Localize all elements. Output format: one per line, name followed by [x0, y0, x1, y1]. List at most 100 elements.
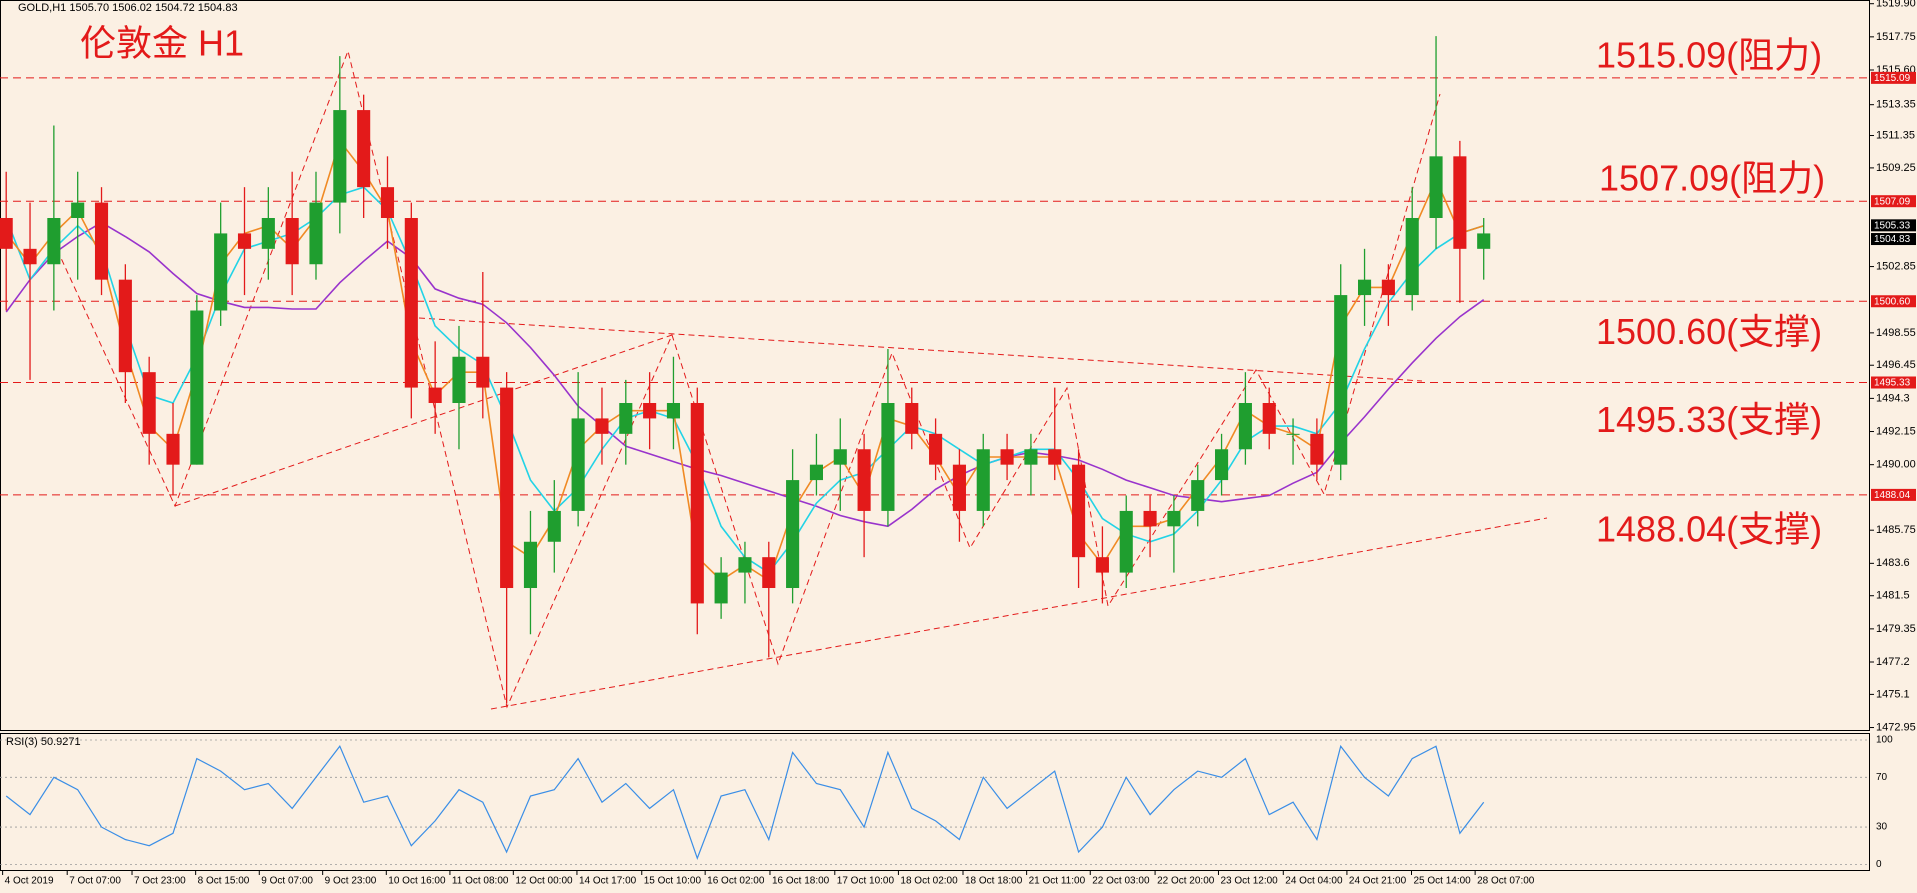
trendline: [174, 334, 673, 507]
level-annotation: 1488.04(支撑): [1596, 508, 1822, 549]
x-tick-label: 17 Oct 10:00: [837, 876, 895, 887]
level-tag: 1495.33: [1874, 378, 1911, 389]
candle-body: [47, 217, 61, 265]
x-tick-label: 16 Oct 18:00: [772, 876, 830, 887]
candle-body: [1000, 449, 1014, 465]
y-tick-label: 1492.15: [1876, 425, 1916, 437]
level-annotation: 1515.09(阻力): [1596, 34, 1822, 75]
candle-body: [1238, 403, 1252, 450]
x-tick-label: 14 Oct 17:00: [579, 876, 637, 887]
candle-body: [1191, 480, 1205, 511]
x-tick-label: 22 Oct 03:00: [1092, 876, 1150, 887]
y-tick-label: 1479.35: [1876, 623, 1916, 635]
candle-body: [309, 202, 323, 265]
x-tick-label: 9 Oct 07:00: [261, 876, 313, 887]
level-tag-box: [1871, 376, 1916, 389]
candle-body: [1286, 433, 1300, 435]
candle-body: [738, 557, 752, 573]
candle-body: [380, 187, 395, 218]
y-tick-label: 1483.6: [1876, 557, 1910, 569]
level-annotation: 1495.33(支撑): [1596, 399, 1822, 440]
x-tick-label: 15 Oct 10:00: [644, 876, 702, 887]
x-tick-label: 9 Oct 23:00: [325, 876, 377, 887]
y-tick-label: 30: [1876, 822, 1888, 833]
candle-body: [1429, 156, 1443, 218]
candle-body: [952, 464, 966, 511]
candle-body: [571, 418, 585, 511]
y-tick-label: 1502.85: [1876, 260, 1916, 272]
zigzag: [48, 49, 1441, 709]
candle-body: [857, 449, 871, 511]
candle-body: [118, 279, 132, 373]
level-tag-box: [1871, 71, 1916, 84]
y-tick-label: 1496.45: [1876, 359, 1916, 371]
x-tick-label: 7 Oct 07:00: [69, 876, 121, 887]
trendlines: [48, 49, 1548, 710]
level-tag-box: [1871, 488, 1916, 501]
x-tick-label: 11 Oct 08:00: [452, 876, 509, 887]
x-tick-label: 28 Oct 07:00: [1477, 876, 1535, 887]
candle-body: [1215, 449, 1229, 481]
candle-body: [0, 217, 13, 249]
level-tag: 1488.04: [1874, 490, 1911, 501]
chart-title: 伦敦金 H1: [80, 23, 244, 64]
candle-body: [690, 403, 704, 604]
candle-body: [500, 387, 514, 589]
level-annotation: 1500.60(支撑): [1596, 311, 1822, 352]
candle-body: [1262, 403, 1276, 434]
candle-body: [523, 541, 538, 589]
candle-body: [809, 464, 823, 481]
candle-body: [166, 433, 180, 465]
y-tick-label: 1513.35: [1876, 99, 1916, 111]
x-tick-label: 4 Oct 2019: [5, 876, 54, 887]
symbol-header: GOLD,H1 1505.70 1506.02 1504.72 1504.83: [18, 2, 238, 14]
candle-body: [786, 480, 800, 589]
rsi-panel: [0, 733, 1870, 871]
y-tick-label: 1475.1: [1876, 688, 1910, 700]
level-tag-box: [1871, 295, 1916, 308]
candle-body: [547, 510, 561, 542]
price-marker: 1504.83: [1874, 234, 1911, 245]
level-tag: 1507.09: [1874, 196, 1911, 207]
x-tick-label: 18 Oct 02:00: [900, 876, 958, 887]
price-panel: [0, 0, 1870, 731]
y-tick-label: 1477.2: [1876, 656, 1910, 668]
y-tick-label: 1498.55: [1876, 327, 1916, 339]
candle-body: [237, 233, 252, 249]
y-tick-label: 1511.35: [1876, 129, 1915, 141]
candle-body: [595, 418, 609, 434]
candle-body: [1119, 510, 1133, 573]
y-tick-label: 0: [1876, 859, 1882, 870]
level-tag: 1500.60: [1874, 296, 1911, 307]
candle-body: [190, 310, 204, 465]
candle-body: [357, 110, 371, 188]
candle-body: [976, 449, 990, 511]
x-tick-label: 8 Oct 15:00: [198, 876, 250, 887]
candle-body: [1024, 449, 1038, 465]
candle-body: [833, 449, 847, 465]
candle-body: [1072, 464, 1086, 558]
candle-body: [452, 356, 466, 404]
candle-body: [142, 372, 156, 434]
candle-body: [333, 110, 347, 203]
x-tick-label: 21 Oct 11:00: [1029, 876, 1086, 887]
candle-body: [428, 387, 442, 404]
x-tick-label: 23 Oct 12:00: [1220, 876, 1278, 887]
x-tick-label: 10 Oct 16:00: [388, 876, 446, 887]
price-marker-box: [1871, 219, 1916, 232]
level-tag-box: [1871, 195, 1916, 208]
y-tick-label: 1494.3: [1876, 392, 1910, 404]
candle-body: [1477, 233, 1491, 249]
x-tick-label: 7 Oct 23:00: [134, 876, 186, 887]
y-tick-label: 70: [1876, 772, 1888, 783]
candle-body: [1095, 557, 1109, 573]
moving-average: [5, 221, 1485, 528]
price-marker: 1505.33: [1874, 220, 1911, 231]
rsi-line: [5, 744, 1485, 860]
trendline: [418, 317, 1423, 382]
candle-body: [23, 248, 37, 265]
candle-body: [929, 433, 943, 465]
x-tick-label: 24 Oct 04:00: [1285, 876, 1343, 887]
y-tick-label: 1472.95: [1876, 721, 1916, 733]
